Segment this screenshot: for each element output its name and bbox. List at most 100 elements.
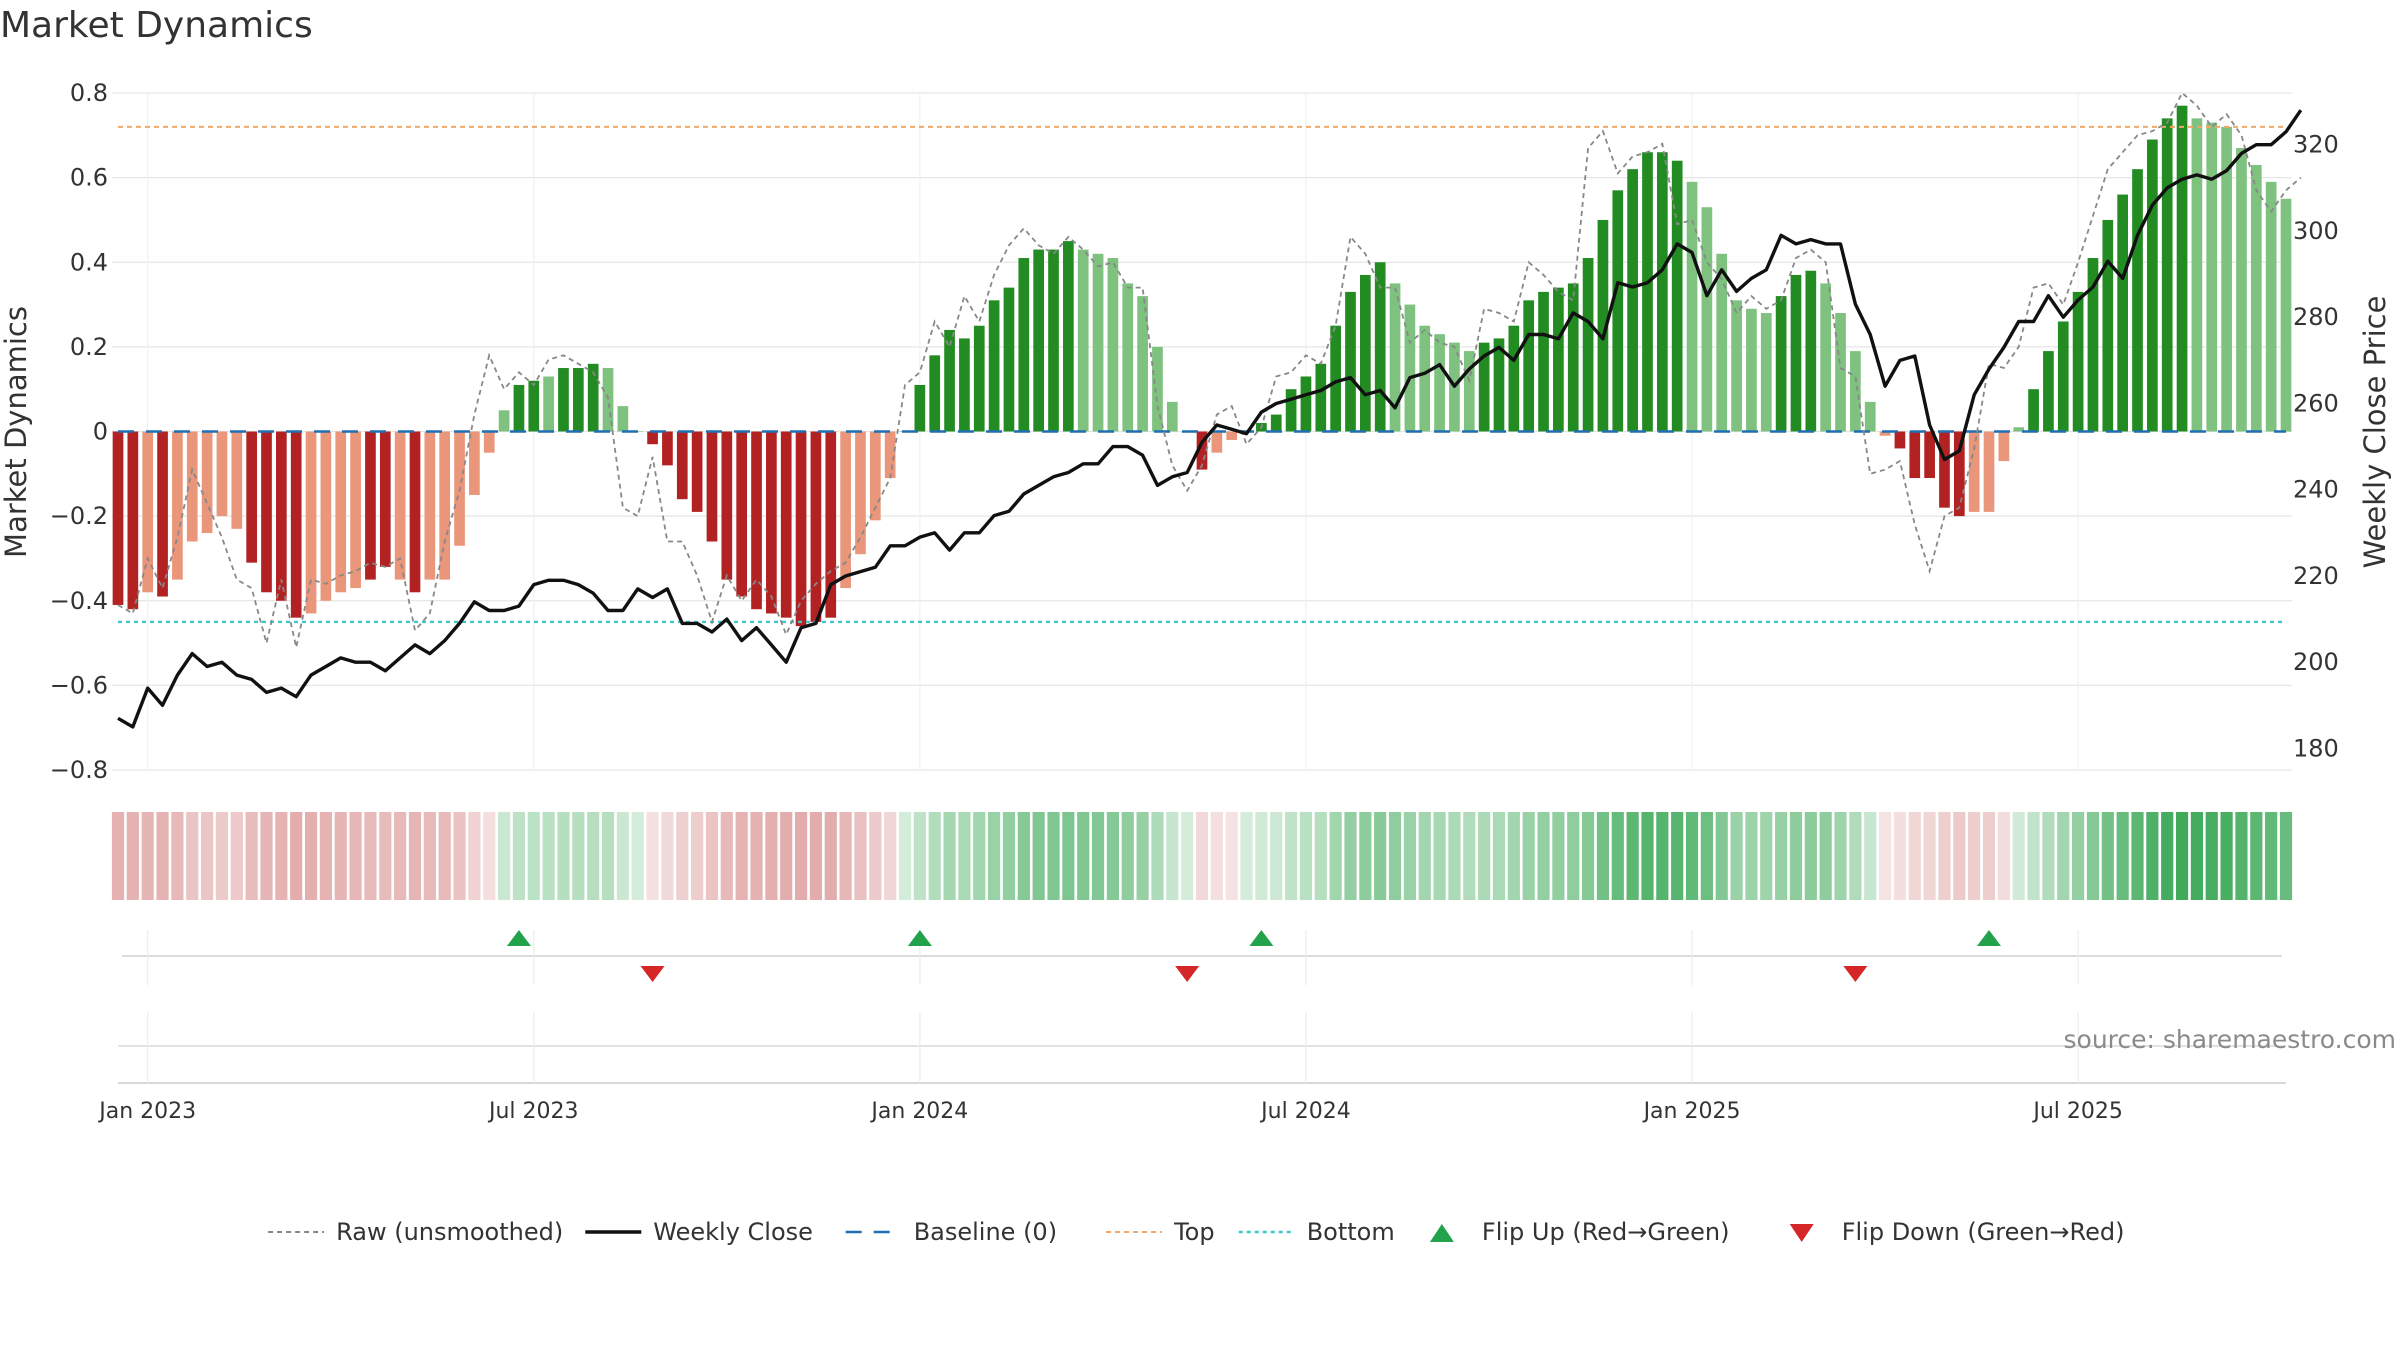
dynamics-bar — [751, 431, 762, 610]
heat-cell — [1849, 812, 1862, 900]
heat-cell — [1908, 812, 1921, 900]
dynamics-bar — [1166, 401, 1178, 432]
dynamics-bar — [1627, 169, 1638, 432]
dynamics-bar — [2236, 148, 2247, 432]
heat-cell — [1893, 812, 1907, 900]
dynamics-bar — [1939, 431, 1950, 508]
dynamics-bar — [691, 431, 703, 512]
heat-cell — [973, 812, 986, 900]
dynamics-bar — [2265, 181, 2277, 432]
heat-cell — [2250, 812, 2263, 900]
heat-cell — [1685, 812, 1699, 900]
right-tick-label: 300 — [2293, 217, 2339, 245]
flip-down-marker — [1175, 966, 1200, 982]
dynamics-bar — [424, 431, 436, 580]
dynamics-bar — [706, 431, 718, 542]
dynamics-bar — [1612, 190, 1624, 432]
heat-cell — [943, 812, 956, 900]
dynamics-bar — [1315, 363, 1327, 432]
heat-cell — [1730, 812, 1743, 900]
heat-cell — [794, 812, 808, 900]
left-tick-label: 0.4 — [70, 248, 108, 276]
heat-cell — [616, 812, 629, 900]
dynamics-bar — [2250, 164, 2262, 432]
dynamics-bar — [1300, 376, 1312, 432]
heat-cell — [601, 812, 615, 900]
heat-cell — [408, 812, 422, 900]
heat-cell — [1062, 812, 1075, 900]
heat-cell — [1166, 812, 1179, 900]
dynamics-bar — [290, 431, 302, 618]
heat-cell — [1240, 812, 1253, 900]
heat-cell — [1567, 812, 1580, 900]
right-tick-label: 200 — [2293, 648, 2339, 676]
dynamics-bar — [1196, 431, 1208, 470]
x-tick-label: Jan 2024 — [869, 1099, 968, 1124]
dynamics-bar — [617, 406, 629, 432]
dynamics-bar — [1137, 296, 1148, 432]
dynamics-bar — [2117, 194, 2129, 432]
heat-cell — [2072, 812, 2085, 900]
legend-item-baseline: Baseline (0) — [845, 1218, 1057, 1246]
heat-cell — [1255, 812, 1268, 900]
dynamics-bar — [766, 431, 777, 614]
legend-item-flip_up: Flip Up (Red→Green) — [1429, 1218, 1729, 1246]
heat-cell — [423, 812, 436, 900]
dynamics-bar — [1033, 249, 1045, 432]
left-axis-label: Market Dynamics — [0, 306, 33, 558]
dynamics-bar — [2280, 198, 2292, 432]
series-lines — [117, 91, 2303, 729]
heat-cell — [1923, 812, 1936, 900]
legend-label: Weekly Close — [653, 1218, 813, 1246]
right-tick-label: 240 — [2293, 476, 2339, 504]
dynamics-bar — [1701, 207, 1713, 432]
heat-cell — [1552, 812, 1565, 900]
dynamics-bar — [513, 384, 525, 432]
dynamics-bar — [498, 410, 510, 432]
flip-up-marker — [506, 930, 531, 946]
heat-cell — [1611, 812, 1624, 900]
heat-cell — [587, 812, 600, 900]
heat-cell — [1997, 812, 2010, 900]
heat-cell — [839, 812, 852, 900]
dynamics-bar — [261, 431, 272, 593]
dynamics-bar — [350, 431, 361, 589]
dynamics-bar — [1493, 338, 1505, 432]
heat-cell — [171, 812, 184, 900]
dynamics-bar — [1270, 414, 1282, 432]
flip-up-marker — [1977, 930, 2002, 946]
dynamics-bar — [112, 431, 124, 605]
reference-lines — [118, 125, 2286, 624]
dynamics-bar — [2087, 258, 2099, 432]
heat-cell — [1864, 812, 1877, 900]
heat-cell — [2131, 812, 2144, 900]
flip-up-marker — [907, 930, 932, 946]
dynamics-bar — [676, 431, 688, 500]
heat-cell — [676, 812, 689, 900]
dynamics-bar — [1775, 296, 1787, 432]
dynamics-bar — [1389, 283, 1401, 432]
heat-cell — [1388, 812, 1402, 900]
heat-cell — [2161, 812, 2174, 900]
dynamics-bar — [2161, 118, 2173, 432]
dynamics-bar — [320, 431, 332, 601]
dynamics-bar — [721, 431, 733, 580]
heat-cell — [1329, 812, 1342, 900]
dynamics-bar — [246, 431, 257, 563]
dynamics-bar — [201, 431, 213, 534]
heat-cell — [661, 812, 674, 900]
heat-cell — [1507, 812, 1520, 900]
x-axis-ticks: Jan 2023 Jul 2023 Jan 2024 Jul 2024 Jan 2025… — [97, 1012, 2286, 1124]
dynamics-bar — [305, 431, 317, 614]
dynamics-bar — [1374, 262, 1386, 432]
dynamics-bar — [142, 431, 154, 593]
legend-swatch — [1789, 1224, 1814, 1242]
heat-cell — [691, 812, 704, 900]
right-tick-label: 180 — [2293, 734, 2339, 762]
heat-cell — [1077, 812, 1090, 900]
heat-cell — [780, 812, 793, 900]
dynamics-bar — [1523, 300, 1535, 432]
legend-item-raw: Raw (unsmoothed) — [268, 1218, 563, 1246]
dynamics-bar — [1404, 304, 1416, 432]
dynamics-bar — [1048, 249, 1059, 432]
